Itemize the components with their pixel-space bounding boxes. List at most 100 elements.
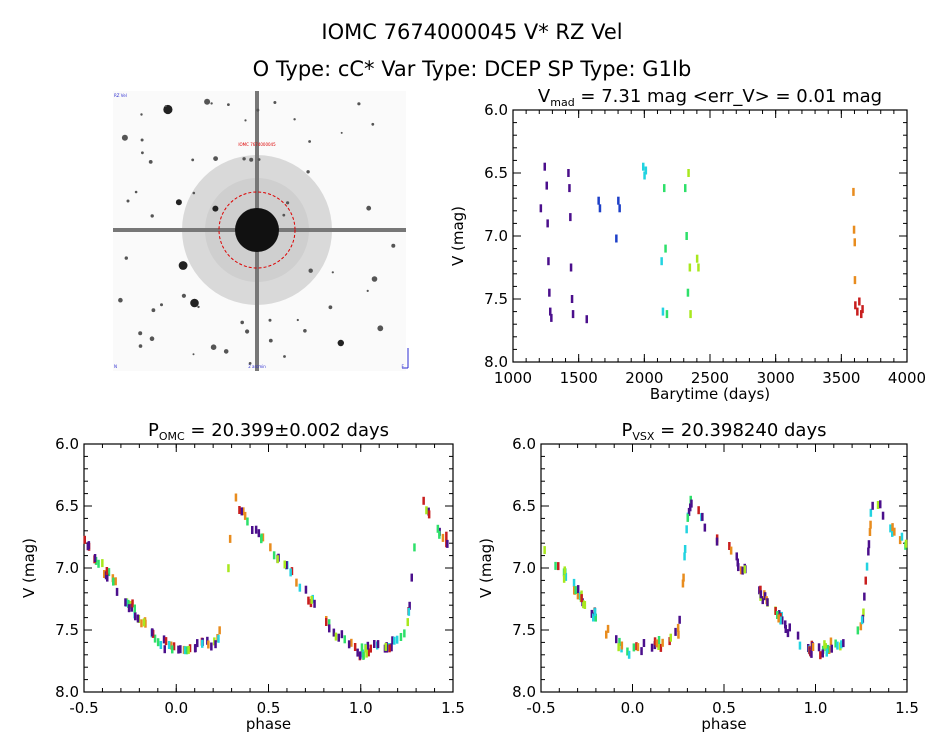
data-point <box>743 565 746 574</box>
y-tick-label: 7.5 <box>484 290 508 308</box>
data-point <box>766 598 769 607</box>
data-point <box>172 642 176 651</box>
finder-star <box>308 268 313 273</box>
data-point <box>660 257 663 266</box>
finder-star <box>337 339 344 347</box>
data-point <box>238 506 241 514</box>
data-point <box>242 507 245 516</box>
data-point <box>796 631 800 640</box>
data-point <box>313 599 316 608</box>
data-point <box>655 639 659 648</box>
finder-star <box>213 156 219 162</box>
chart-title-subscript: mad <box>550 96 574 109</box>
data-point <box>620 641 624 650</box>
data-point <box>865 562 869 571</box>
finder-star <box>138 344 143 348</box>
finder-star <box>148 160 153 164</box>
data-point <box>366 641 370 650</box>
finder-star <box>149 336 155 342</box>
data-point <box>774 607 777 615</box>
data-point <box>821 649 824 658</box>
data-point <box>187 645 190 654</box>
data-point <box>568 184 571 193</box>
data-point <box>777 614 780 623</box>
data-point <box>798 641 802 650</box>
x-tick-label: 0.0 <box>621 699 645 717</box>
finder-star <box>257 158 261 161</box>
data-point <box>272 551 276 560</box>
data-point <box>867 540 871 549</box>
chart-title-subscript: VSX <box>632 430 655 443</box>
finder-star <box>190 298 199 308</box>
finder-star <box>141 151 144 155</box>
data-point <box>642 639 646 647</box>
data-point <box>557 562 560 571</box>
data-point <box>703 523 707 532</box>
data-point <box>640 647 643 656</box>
data-point <box>657 636 661 644</box>
data-point <box>353 643 357 651</box>
data-point <box>159 641 163 649</box>
data-point <box>290 567 294 576</box>
data-point <box>685 232 688 240</box>
data-point <box>327 619 331 628</box>
data-point <box>864 576 867 585</box>
data-point <box>889 524 892 533</box>
finder-label-top-left: RZ Vel <box>114 93 127 98</box>
data-point <box>817 643 821 652</box>
y-axis-label: V (mag) <box>477 538 495 598</box>
x-tick-label: 3500 <box>822 369 860 387</box>
finder-star <box>175 199 182 206</box>
finder-star <box>192 353 195 356</box>
data-point <box>171 645 174 654</box>
data-point <box>408 601 411 610</box>
finder-label-bottom-left: N <box>114 364 117 369</box>
finder-label-bottom-right: E <box>401 364 404 369</box>
data-point <box>582 600 585 609</box>
chart-title-rest: = 20.398240 days <box>654 420 826 441</box>
data-point <box>240 507 243 516</box>
data-point <box>156 638 160 647</box>
data-point <box>859 622 863 631</box>
data-point <box>445 531 448 540</box>
data-point <box>246 517 249 526</box>
y-axis-label: V (mag) <box>449 206 467 266</box>
data-point <box>678 615 681 624</box>
data-point <box>210 642 213 651</box>
plot-frame <box>512 109 908 363</box>
finder-star <box>134 190 138 194</box>
data-point <box>325 618 328 626</box>
finder-star <box>248 362 252 365</box>
y-tick-label: 6.5 <box>512 497 536 515</box>
data-point <box>683 552 686 561</box>
data-point <box>563 566 566 575</box>
data-point <box>618 204 621 213</box>
finder-star <box>118 297 123 303</box>
finder-star <box>308 140 311 143</box>
data-point <box>337 633 340 642</box>
x-tick-label: -0.5 <box>69 699 98 717</box>
data-point <box>695 254 699 263</box>
data-point <box>898 536 902 545</box>
finder-star <box>242 157 246 161</box>
finder-star <box>138 331 143 336</box>
data-point <box>403 629 406 638</box>
data-point <box>697 506 700 515</box>
y-tick-label: 7.0 <box>55 559 79 577</box>
data-point <box>436 524 440 533</box>
data-point <box>83 535 86 544</box>
chart-title-rest: = 20.399±0.002 days <box>185 420 389 441</box>
data-point <box>269 543 272 552</box>
data-point <box>567 169 570 177</box>
data-point <box>427 510 431 519</box>
data-point <box>856 626 860 635</box>
data-point <box>879 500 882 509</box>
data-point <box>547 257 550 266</box>
data-point <box>810 649 813 658</box>
finder-star <box>286 201 290 205</box>
data-point <box>364 644 367 653</box>
data-point <box>328 624 331 633</box>
data-point <box>825 648 828 657</box>
data-point <box>140 619 143 628</box>
data-point <box>823 640 826 649</box>
